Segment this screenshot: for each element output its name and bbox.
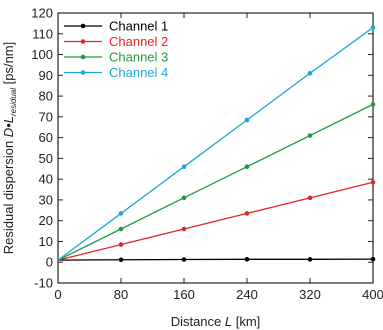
legend-label-3: Channel 3 xyxy=(109,50,168,65)
series-1-point xyxy=(118,257,124,263)
legend-marker-4 xyxy=(80,70,86,75)
x-axis-ticks: 0 80 160 240 320 400 xyxy=(54,13,383,302)
series-2-point xyxy=(181,226,187,232)
series-1-point xyxy=(307,257,313,262)
y-tick-label: 0 xyxy=(46,255,53,270)
y-tick-label: -10 xyxy=(34,276,53,291)
series-3-point xyxy=(307,133,313,138)
y-tick-label: 70 xyxy=(39,109,53,124)
x-tick-label: 320 xyxy=(299,287,321,302)
y-tick-label: 40 xyxy=(39,172,53,187)
x-tick-label: 240 xyxy=(236,287,258,302)
x-tick-label: 0 xyxy=(54,287,61,302)
series-4-point xyxy=(181,164,187,169)
x-axis-label: Distance L [km] xyxy=(171,314,261,329)
series-1-point xyxy=(370,256,376,262)
series-line-4 xyxy=(57,27,374,261)
plot-frame xyxy=(57,12,374,284)
legend-label-1: Channel 1 xyxy=(109,19,168,34)
series-line-3 xyxy=(57,103,374,261)
plot-area xyxy=(57,12,374,284)
legend-marker-1 xyxy=(80,23,86,29)
series-3-point xyxy=(244,164,250,169)
series-4-point xyxy=(118,211,124,216)
legend-marker-3 xyxy=(80,54,86,60)
series-4-point xyxy=(244,117,250,123)
y-tick-label: 30 xyxy=(39,192,53,207)
series-2-point xyxy=(370,179,376,185)
series-layer xyxy=(57,25,376,263)
y-tick-label: 20 xyxy=(39,213,53,228)
y-axis-ticks: -10 0 10 20 30 40 50 60 70 80 90 100 110 120 xyxy=(31,6,373,291)
y-axis-label: Residual dispersion D•Lresidual [ps/nm] xyxy=(1,42,18,255)
series-line-1 xyxy=(57,258,374,261)
series-1-point xyxy=(181,257,187,262)
series-2-point xyxy=(118,242,124,247)
y-tick-label: 100 xyxy=(31,47,53,62)
series-1-point xyxy=(244,257,250,262)
x-tick-label: 160 xyxy=(173,287,195,302)
y-tick-label: 120 xyxy=(31,6,53,21)
series-4-point xyxy=(370,25,376,30)
series-2-point xyxy=(307,195,313,201)
x-tick-label: 400 xyxy=(362,287,383,302)
series-3-point xyxy=(370,102,376,107)
series-2-point xyxy=(244,211,250,216)
x-tick-label: 80 xyxy=(114,287,128,302)
series-line-2 xyxy=(57,181,374,261)
legend-label-2: Channel 2 xyxy=(109,34,168,49)
legend-marker-2 xyxy=(80,39,86,44)
y-tick-label: 110 xyxy=(32,26,53,41)
y-tick-label: 10 xyxy=(39,234,53,249)
series-3-point xyxy=(181,195,187,201)
y-tick-label: 50 xyxy=(39,151,53,166)
series-4-point xyxy=(307,70,313,76)
y-tick-label: 90 xyxy=(39,68,53,83)
series-3-point xyxy=(118,226,124,232)
legend-label-4: Channel 4 xyxy=(109,65,168,80)
y-tick-label: 60 xyxy=(39,130,53,145)
y-tick-label: 80 xyxy=(39,89,53,104)
